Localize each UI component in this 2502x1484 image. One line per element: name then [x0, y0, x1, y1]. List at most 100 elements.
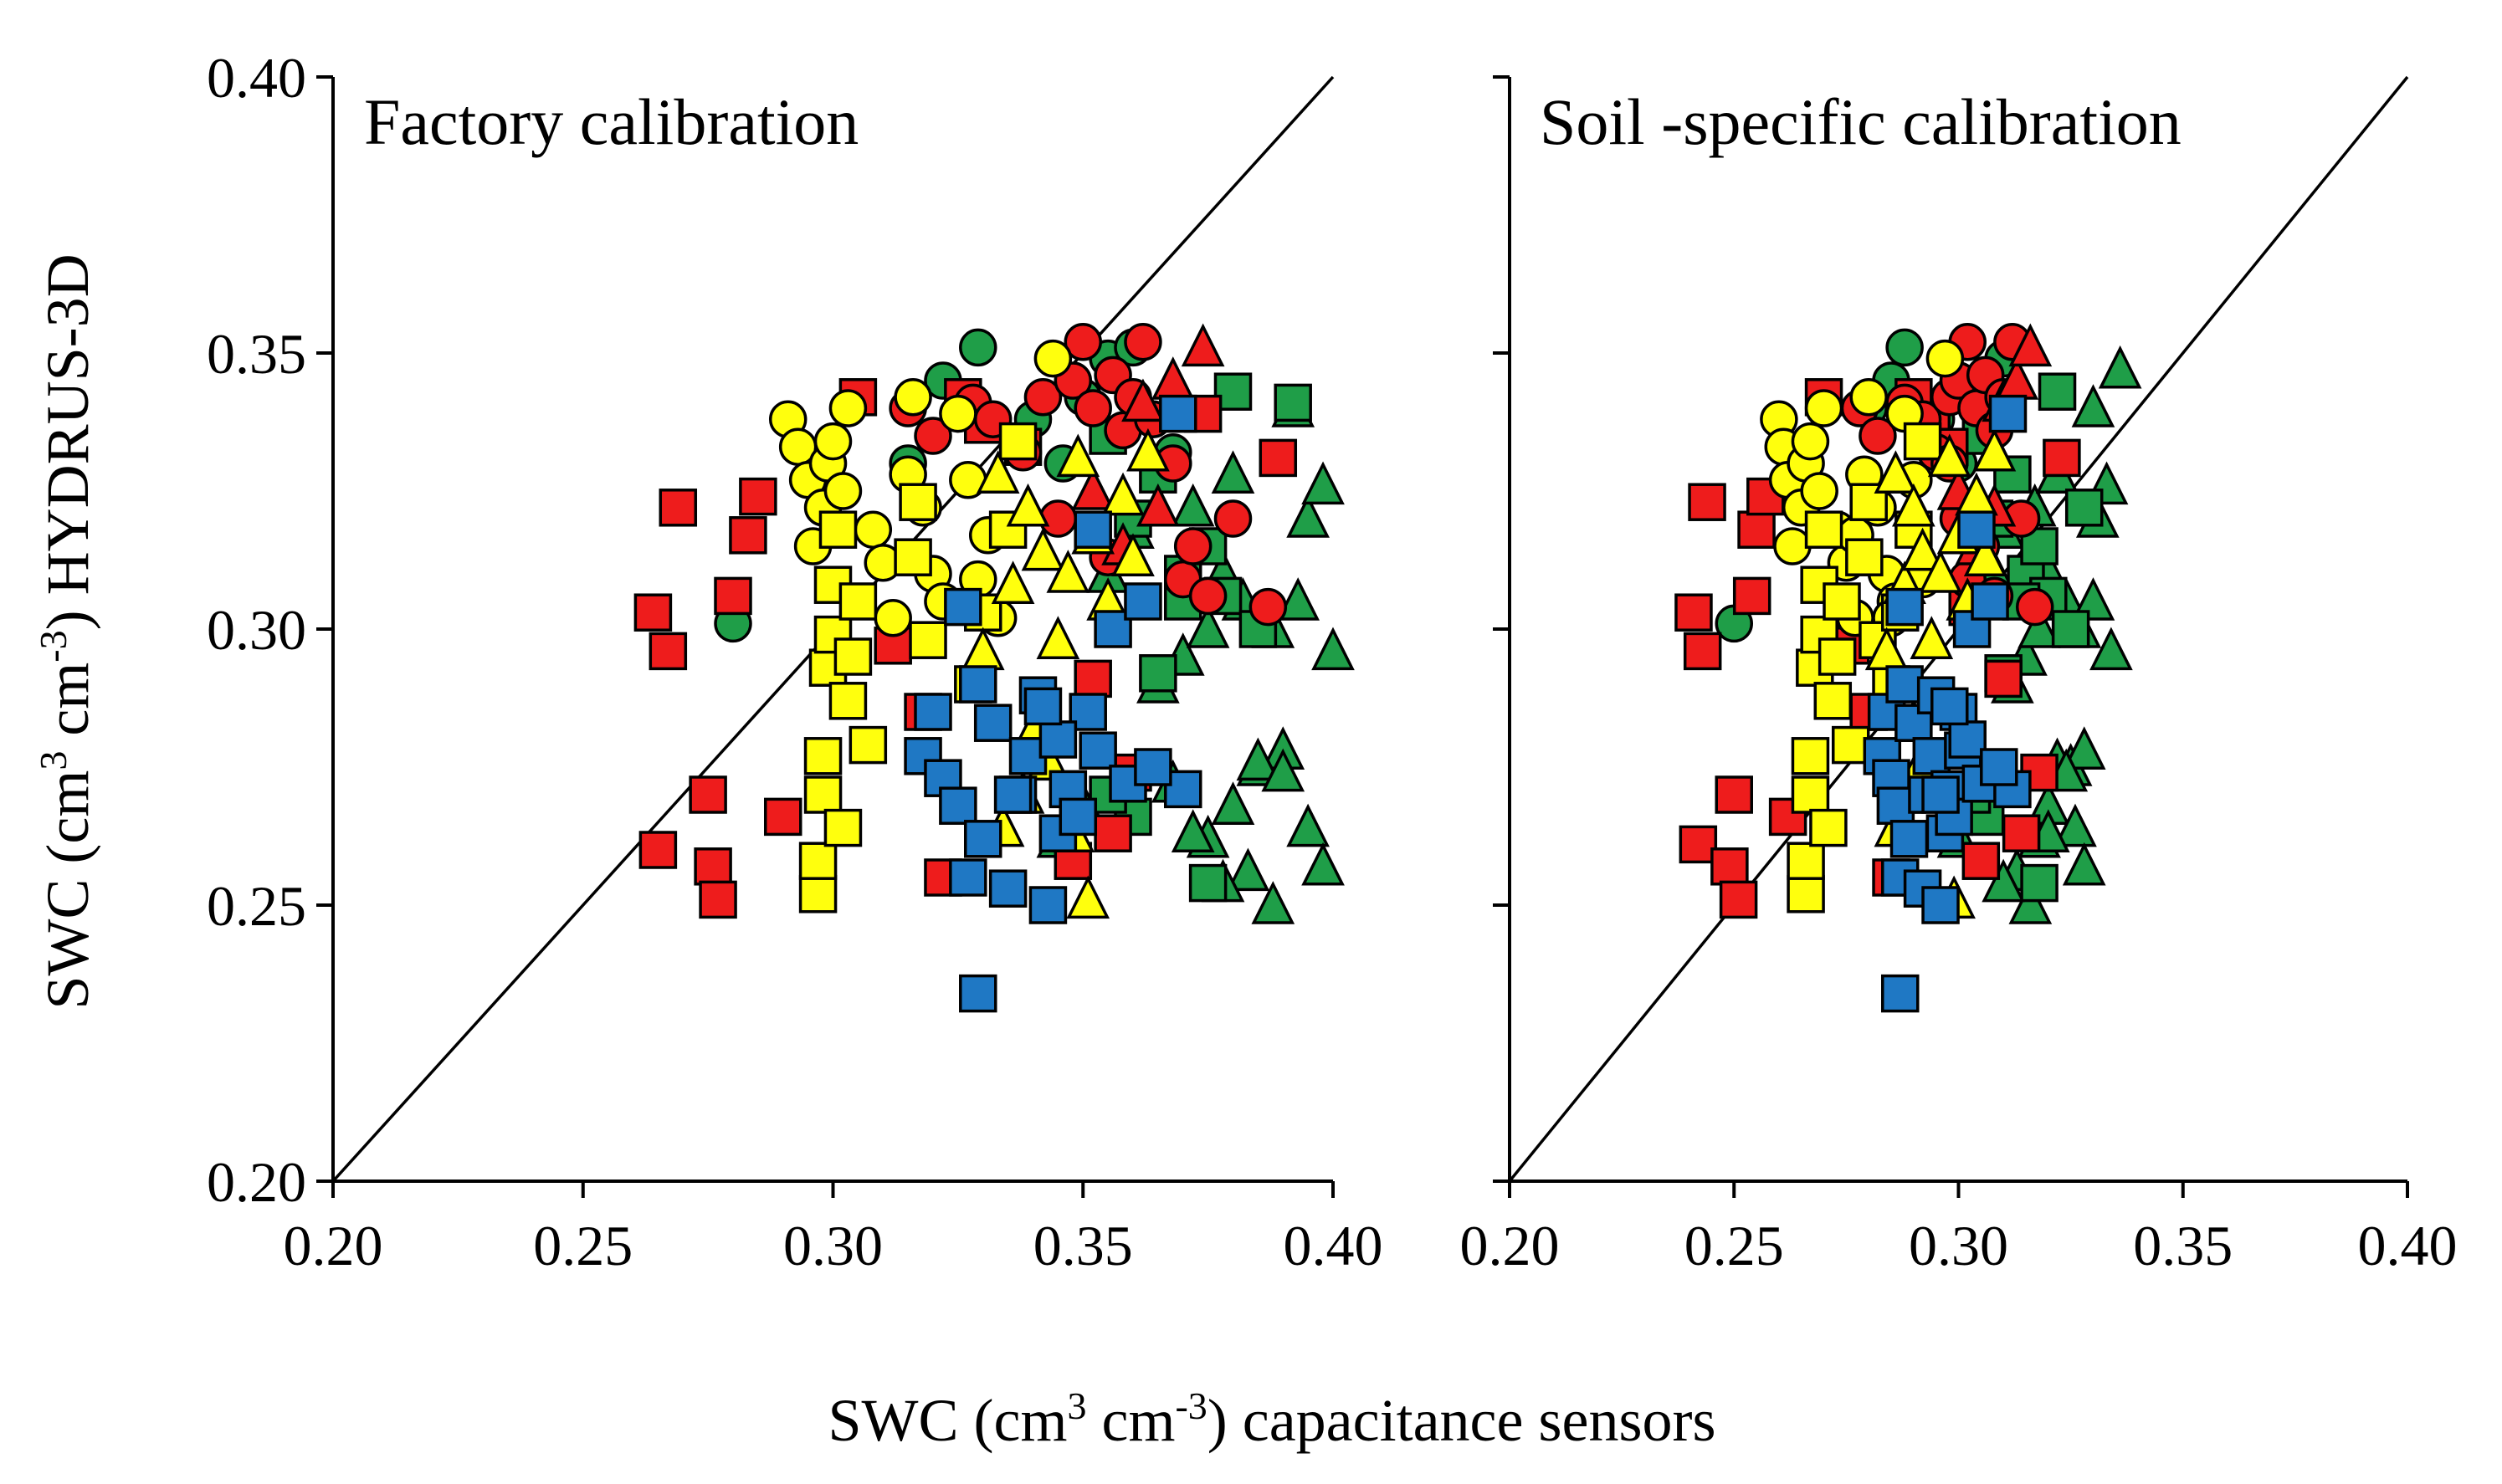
yellow-triangle-point — [1111, 533, 1155, 576]
blue-square-point — [1023, 687, 1063, 726]
y-tick-label: 0.40 — [207, 46, 306, 110]
blue-square-point — [993, 775, 1033, 814]
yellow-square-point — [828, 682, 868, 720]
red-triangle-point — [1121, 378, 1165, 422]
yellow-square-point — [818, 510, 858, 549]
blue-square-point — [973, 704, 1013, 742]
yellow-square-point — [1823, 582, 1861, 621]
green-triangle-point — [2053, 803, 2097, 847]
green-circle-point — [1885, 328, 1924, 367]
yellow-triangle-point — [1927, 433, 1971, 478]
yellow-circle-point — [1773, 527, 1812, 565]
green-triangle-point — [1171, 483, 1215, 527]
green-square-point — [1274, 383, 1312, 422]
green-triangle-point — [1286, 803, 1330, 847]
blue-square-point — [1134, 748, 1172, 786]
blue-square-point — [1881, 974, 1920, 1013]
yellow-square-point — [803, 737, 843, 775]
red-circle-point — [1173, 527, 1213, 565]
green-square-point — [2064, 489, 2104, 527]
green-triangle-point — [1211, 781, 1255, 825]
yellow-square-point — [803, 775, 843, 814]
yellow-square-point — [838, 582, 878, 621]
red-square-point — [1715, 775, 1753, 814]
panel-soil-specific-calibration: 0.20 0.25 0.30 0.35 0.40 Soil -specific cali… — [1460, 75, 2458, 1277]
red-square-point — [1259, 438, 1298, 478]
green-triangle-point — [1301, 842, 1345, 886]
green-triangle-point — [1286, 494, 1330, 538]
yellow-square-point — [1903, 422, 1942, 461]
yellow-circle-point — [1849, 378, 1888, 417]
yellow-square-point — [1791, 737, 1830, 775]
red-square-point — [689, 775, 727, 814]
blue-square-point — [959, 974, 997, 1013]
yellow-triangle-point — [1036, 616, 1080, 659]
green-triangle-point — [2008, 881, 2053, 924]
yellow-circle-point — [1033, 339, 1073, 378]
blue-square-point — [949, 858, 987, 897]
red-circle-point — [1124, 323, 1162, 361]
yellow-circle-point — [823, 472, 863, 510]
green-triangle-point — [2089, 627, 2133, 671]
yellow-circle-point — [828, 389, 868, 427]
yellow-square-point — [823, 808, 863, 847]
red-square-point — [638, 831, 678, 869]
yellow-circle-point — [874, 599, 912, 637]
red-triangle-point — [1071, 467, 1115, 510]
blue-square-point — [1948, 720, 1987, 759]
yellow-circle-point — [894, 378, 932, 417]
green-circle-point — [959, 328, 997, 367]
red-square-point — [1094, 814, 1132, 852]
red-square-point — [694, 847, 732, 886]
blue-square-point — [1921, 886, 1960, 924]
red-square-point — [1737, 510, 1776, 549]
y-tick-label: 0.30 — [207, 598, 306, 662]
red-circle-point — [1248, 587, 1288, 627]
yellow-square-point — [798, 842, 838, 880]
green-triangle-point — [2071, 384, 2115, 427]
blue-square-point — [939, 786, 977, 825]
green-triangle-point — [1171, 809, 1215, 852]
red-circle-point — [1859, 417, 1897, 455]
yellow-triangle-point — [1972, 427, 2017, 472]
red-triangle-point — [1181, 323, 1225, 367]
blue-square-point — [1889, 820, 1929, 858]
yellow-square-point — [798, 875, 838, 913]
blue-square-point — [1124, 582, 1162, 621]
yellow-triangle-point — [1006, 483, 1050, 527]
yellow-triangle-point — [1919, 550, 1962, 593]
y-tick-label: 0.35 — [207, 322, 306, 386]
tick-labels: 0.20 0.25 0.30 0.35 0.40 0.20 0.25 0.30 0.35 0.40 — [207, 46, 1383, 1277]
green-square-point — [2038, 372, 2077, 411]
blue-square-point — [964, 820, 1002, 858]
blue-square-point — [1159, 394, 1197, 433]
red-square-point — [2043, 438, 2081, 478]
yellow-triangle-point — [1101, 472, 1145, 516]
yellow-circle-point — [1804, 389, 1843, 427]
red-square-point — [1719, 880, 1758, 919]
x-tick-label: 0.35 — [1033, 1214, 1133, 1277]
yellow-circle-point — [1791, 422, 1830, 461]
blue-square-point — [1971, 582, 2009, 621]
x-tick-label: 0.30 — [783, 1214, 883, 1277]
blue-square-point — [1038, 720, 1078, 759]
red-square-point — [1074, 659, 1112, 699]
red-square-point — [659, 489, 698, 527]
y-tick-label: 0.25 — [207, 874, 306, 938]
yellow-square-point — [1787, 842, 1825, 880]
panel-title: Factory calibration — [364, 85, 859, 158]
tick-marks — [1493, 75, 2409, 1198]
green-triangle-point — [2098, 345, 2142, 389]
panel-title: Soil -specific calibration — [1540, 85, 2182, 158]
data-points — [633, 323, 1355, 1013]
yellow-square-point — [998, 422, 1038, 461]
yellow-square-point — [1813, 682, 1853, 720]
x-tick-label: 0.40 — [2358, 1214, 2458, 1277]
red-square-point — [2002, 814, 2041, 852]
red-square-point — [1688, 483, 1726, 521]
blue-square-point — [1059, 797, 1098, 837]
red-circle-point — [914, 417, 952, 455]
green-triangle-point — [1226, 847, 1270, 892]
red-square-point — [739, 477, 777, 516]
